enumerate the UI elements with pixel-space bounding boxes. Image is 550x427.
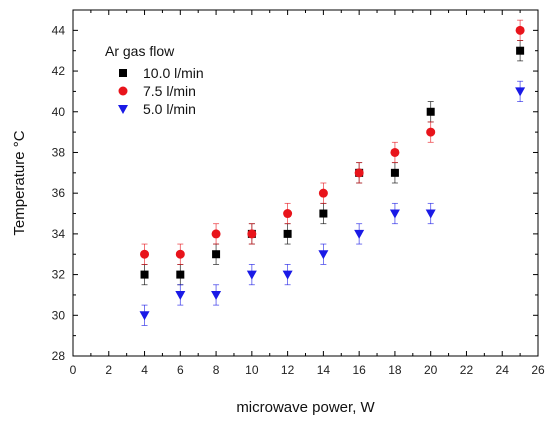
data-point-series-3: [515, 87, 526, 97]
y-axis-title: Temperature °C: [11, 130, 28, 235]
data-point-series-3: [354, 229, 365, 239]
data-point-series-2: [426, 127, 436, 137]
data-point-series-1: [426, 107, 435, 116]
y-tick-label: 44: [52, 23, 66, 37]
legend-entry-label: 10.0 l/min: [143, 65, 204, 81]
data-point-series-1: [516, 46, 525, 55]
y-tick-label: 40: [52, 105, 66, 119]
y-tick-label: 36: [52, 186, 66, 200]
data-point-series-2: [175, 249, 185, 259]
data-point-series-3: [425, 209, 436, 219]
y-tick-label: 38: [52, 145, 66, 159]
data-point-series-2: [354, 168, 364, 178]
data-point-series-3: [389, 209, 400, 219]
legend-entry-label: 7.5 l/min: [143, 83, 196, 99]
x-tick-label: 26: [531, 363, 545, 377]
data-point-series-2: [211, 229, 221, 239]
data-point-series-2: [247, 229, 257, 239]
x-tick-label: 14: [317, 363, 331, 377]
data-point-series-2: [140, 249, 150, 259]
x-axis-title: microwave power, W: [236, 399, 375, 416]
points-layer: [139, 25, 526, 321]
x-tick-label: 2: [105, 363, 112, 377]
legend-marker: [118, 105, 128, 114]
data-point-series-3: [175, 290, 186, 300]
data-point-series-2: [283, 209, 293, 219]
data-point-series-2: [390, 147, 400, 157]
legend-marker: [119, 69, 127, 77]
y-tick-label: 28: [52, 349, 66, 363]
data-point-series-1: [176, 270, 185, 279]
x-tick-label: 8: [213, 363, 220, 377]
data-point-series-2: [318, 188, 328, 198]
data-point-series-3: [139, 311, 150, 321]
legend-title: Ar gas flow: [105, 43, 175, 59]
x-tick-label: 24: [496, 363, 510, 377]
y-tick-label: 42: [52, 64, 66, 78]
legend: Ar gas flow 10.0 l/min 7.5 l/min 5.0 l/min: [105, 43, 204, 117]
data-point-series-3: [246, 270, 257, 280]
data-point-series-3: [211, 290, 222, 300]
x-tick-label: 22: [460, 363, 474, 377]
x-tick-label: 12: [281, 363, 295, 377]
x-tick-label: 10: [245, 363, 259, 377]
y-tick-label: 34: [52, 227, 66, 241]
legend-entry-label: 5.0 l/min: [143, 101, 196, 117]
y-tick-label: 32: [52, 268, 66, 282]
data-point-series-1: [212, 250, 221, 259]
data-point-series-2: [515, 25, 525, 35]
y-tick-label: 30: [52, 308, 66, 322]
data-point-series-1: [140, 270, 149, 279]
data-point-series-1: [390, 168, 399, 177]
x-tick-label: 20: [424, 363, 438, 377]
data-point-series-1: [319, 209, 328, 218]
x-tick-label: 18: [388, 363, 402, 377]
x-tick-label: 0: [70, 363, 77, 377]
x-tick-label: 4: [141, 363, 148, 377]
x-tick-label: 16: [352, 363, 366, 377]
data-point-series-1: [283, 229, 292, 238]
ticks-layer: 0 2 4 6 8 10 12 14 16 18 20 22 24 2628303234363840424…: [52, 10, 545, 377]
x-tick-label: 6: [177, 363, 184, 377]
legend-marker: [118, 86, 128, 96]
data-point-series-3: [282, 270, 293, 280]
data-point-series-3: [318, 250, 329, 260]
